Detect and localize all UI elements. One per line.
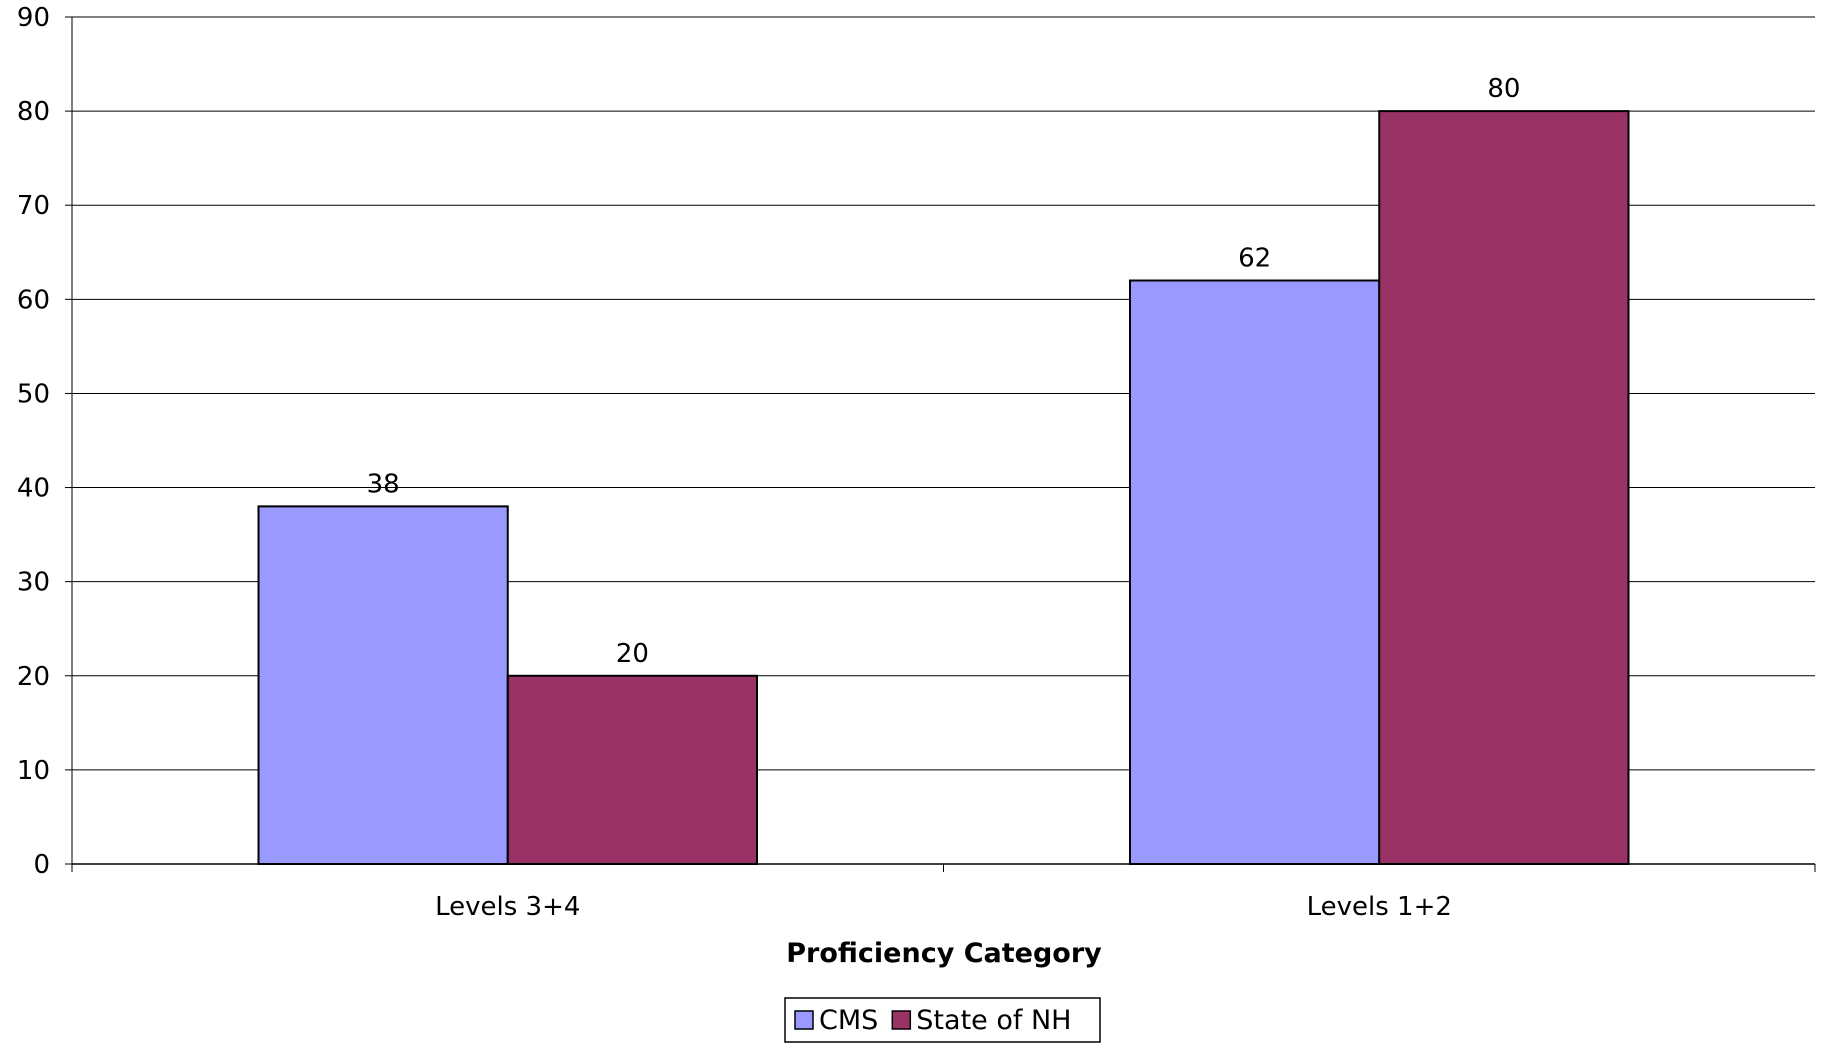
y-tick-label: 40 — [17, 474, 50, 504]
y-tick-label: 50 — [17, 379, 50, 409]
data-label: 38 — [367, 469, 400, 499]
bars — [257, 110, 1630, 866]
legend-swatch — [891, 1010, 912, 1030]
labels: 0 10 20 30 40 50 60 70 80 90 38 20 Levels 3+4 62 80 Lev… — [17, 3, 1521, 922]
y-tick-label: 20 — [17, 662, 50, 692]
x-tick-label: Levels 3+4 — [435, 892, 580, 922]
data-label: 62 — [1238, 244, 1271, 274]
y-tick-label: 0 — [33, 850, 50, 880]
legend-label: CMS — [819, 1005, 878, 1036]
y-tick-label: 10 — [17, 756, 50, 786]
data-label: 80 — [1487, 74, 1520, 104]
y-tick-label: 30 — [17, 568, 50, 598]
legend-swatch — [794, 1010, 814, 1030]
legend-label: State of NH — [916, 1005, 1071, 1036]
data-label: 20 — [616, 639, 649, 669]
legend-box — [784, 997, 1101, 1043]
legend: CMS State of NH — [784, 997, 1101, 1043]
y-tick-label: 80 — [17, 97, 50, 127]
bar-cms-1 — [257, 505, 509, 865]
x-axis-title: Proficiency Category — [786, 938, 1102, 969]
x-tick-label: Levels 1+2 — [1307, 892, 1452, 922]
y-tick-label: 60 — [17, 285, 50, 315]
y-tick-label: 90 — [17, 3, 50, 33]
axes — [65, 16, 1816, 872]
y-tick-label: 70 — [17, 191, 50, 221]
bar-state-of-nh-2 — [1378, 110, 1630, 866]
bar-cms-2 — [1129, 279, 1381, 865]
bar-state-of-nh-1 — [506, 674, 758, 865]
